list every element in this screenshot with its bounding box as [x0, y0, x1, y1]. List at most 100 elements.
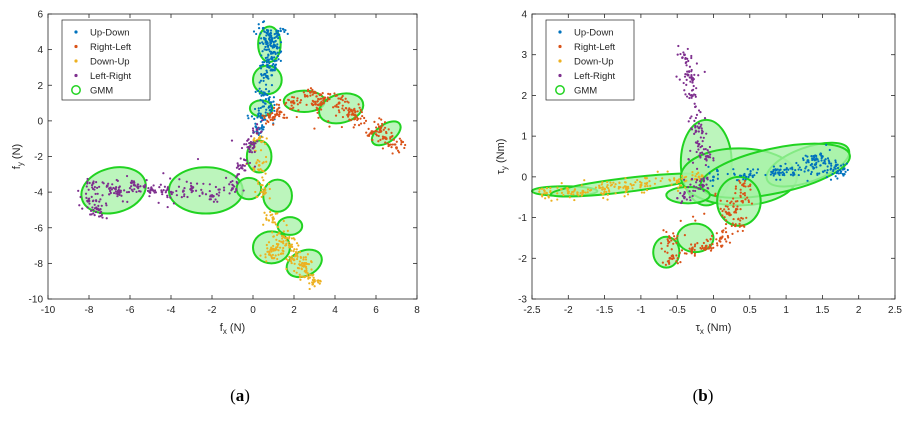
- gmm-ellipse: [245, 139, 273, 174]
- data-point: [590, 188, 593, 192]
- data-point: [105, 204, 108, 207]
- series-left-right: [675, 44, 715, 205]
- data-point: [617, 187, 620, 190]
- data-point: [229, 181, 232, 184]
- legend: Up-Down Right-Left Down-Up Left-Right GMM: [545, 19, 635, 101]
- data-point: [269, 210, 272, 214]
- data-point: [693, 102, 696, 105]
- data-point: [712, 246, 715, 249]
- data-point: [846, 168, 849, 172]
- data-point: [675, 260, 678, 263]
- data-point: [739, 191, 742, 194]
- data-point: [679, 192, 682, 195]
- data-point: [283, 113, 286, 116]
- data-point: [279, 50, 283, 53]
- data-point: [813, 156, 816, 159]
- data-point: [366, 134, 369, 137]
- data-point: [826, 157, 830, 160]
- data-point: [93, 207, 97, 210]
- data-point: [670, 248, 673, 251]
- data-point: [208, 189, 211, 193]
- data-point: [784, 162, 787, 165]
- data-point: [183, 187, 186, 190]
- data-point: [689, 149, 692, 152]
- data-point: [253, 165, 257, 168]
- data-point: [260, 126, 263, 129]
- data-point: [684, 73, 687, 76]
- data-point: [699, 156, 702, 159]
- data-point: [614, 192, 617, 195]
- data-point: [840, 170, 843, 173]
- data-point: [702, 189, 705, 192]
- data-point: [694, 95, 697, 98]
- data-point: [556, 186, 559, 189]
- data-point: [316, 99, 319, 103]
- data-point: [695, 141, 699, 145]
- data-point: [708, 172, 711, 175]
- data-point: [839, 164, 843, 167]
- data-point: [689, 199, 692, 202]
- x-tick-label: 0.5: [743, 305, 757, 316]
- data-point: [692, 84, 695, 88]
- data-point: [723, 208, 726, 211]
- data-point: [695, 167, 699, 170]
- data-point: [581, 191, 585, 194]
- y-tick-label: -1: [518, 213, 527, 224]
- data-point: [381, 137, 384, 140]
- data-point: [215, 193, 218, 196]
- data-point: [690, 75, 693, 78]
- data-point: [262, 36, 266, 39]
- data-point: [268, 187, 271, 191]
- data-point: [267, 99, 271, 102]
- data-point: [819, 164, 822, 167]
- data-point: [293, 269, 296, 273]
- data-point: [98, 200, 101, 203]
- data-point: [297, 244, 300, 247]
- data-point: [384, 126, 387, 129]
- data-point: [393, 143, 396, 146]
- data-point: [670, 254, 673, 258]
- data-point: [273, 56, 276, 59]
- data-point: [214, 185, 217, 189]
- data-point: [747, 199, 750, 202]
- data-point: [90, 184, 94, 187]
- data-point: [262, 223, 265, 226]
- data-point: [298, 251, 302, 254]
- data-point: [295, 271, 298, 274]
- data-point: [823, 160, 826, 163]
- data-point: [269, 34, 273, 37]
- data-point: [295, 242, 299, 245]
- data-point: [603, 187, 606, 191]
- data-point: [694, 93, 697, 97]
- data-point: [353, 123, 356, 126]
- data-point: [613, 185, 616, 188]
- data-point: [818, 172, 821, 175]
- data-point: [699, 136, 702, 139]
- data-point: [311, 88, 314, 91]
- data-point: [262, 76, 265, 79]
- data-point: [601, 186, 604, 189]
- data-point: [264, 188, 267, 191]
- data-point: [580, 184, 583, 187]
- data-point: [289, 257, 292, 260]
- data-point: [269, 43, 272, 46]
- data-point: [665, 230, 668, 234]
- data-point: [734, 192, 737, 195]
- data-point: [679, 184, 683, 187]
- data-point: [690, 127, 693, 130]
- data-point: [606, 193, 609, 196]
- data-point: [829, 162, 833, 165]
- data-point: [248, 161, 252, 165]
- x-tick-label: 4: [332, 305, 338, 316]
- data-point: [240, 146, 244, 150]
- legend-label: GMM: [90, 86, 113, 97]
- data-point: [705, 183, 708, 186]
- data-point: [328, 125, 331, 128]
- data-point: [261, 184, 264, 187]
- y-tick-label: -2: [518, 254, 527, 265]
- data-point: [700, 247, 703, 250]
- data-point: [600, 192, 603, 195]
- data-point: [688, 247, 691, 250]
- data-point: [321, 92, 324, 95]
- data-point: [194, 189, 198, 192]
